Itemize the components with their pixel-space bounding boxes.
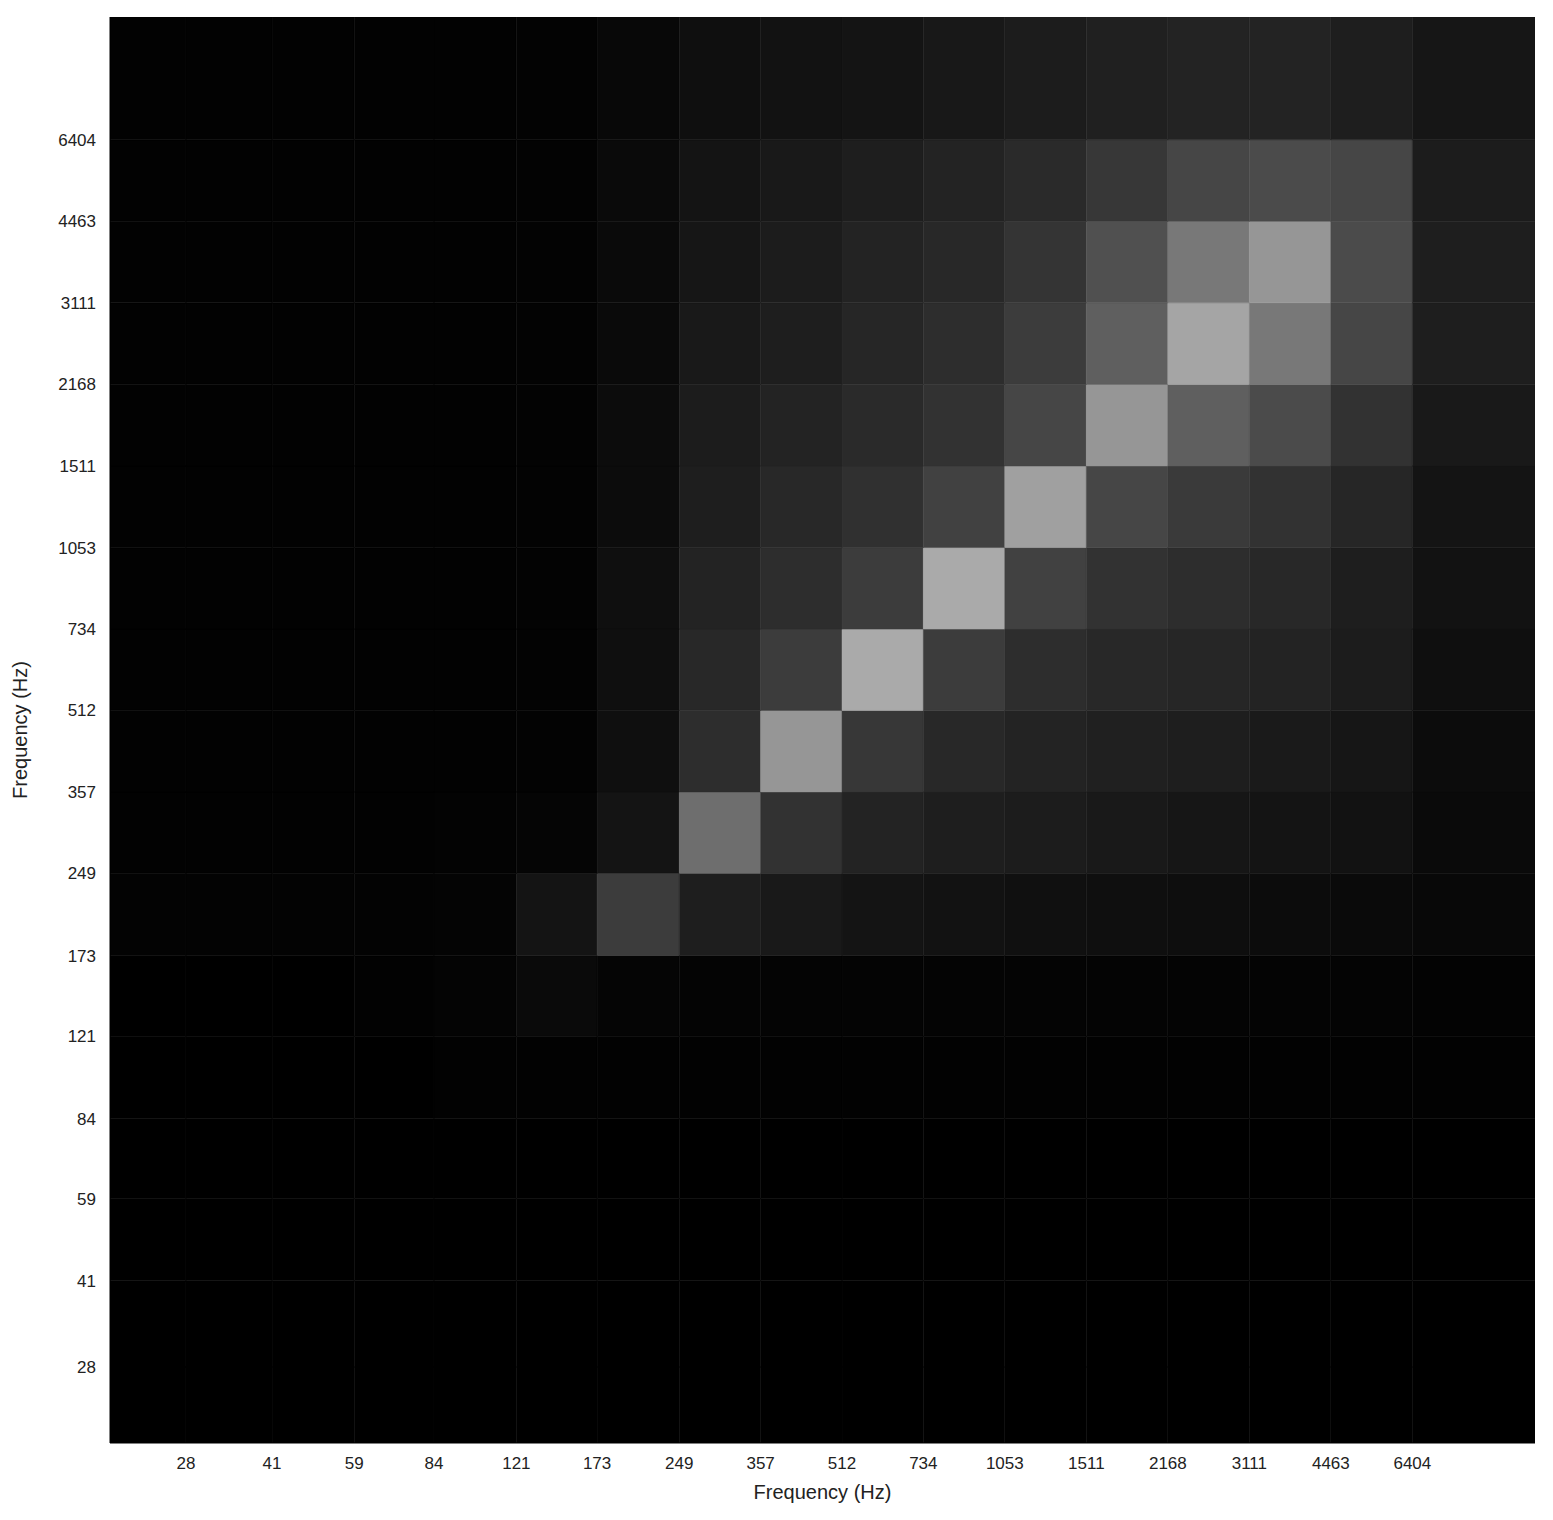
svg-text:41: 41 xyxy=(263,1454,282,1473)
svg-text:Frequency (Hz): Frequency (Hz) xyxy=(9,661,31,799)
svg-text:84: 84 xyxy=(77,1110,96,1129)
svg-text:2168: 2168 xyxy=(58,375,96,394)
svg-text:512: 512 xyxy=(68,701,96,720)
svg-text:3111: 3111 xyxy=(1232,1454,1267,1473)
svg-text:6404: 6404 xyxy=(58,131,96,150)
svg-text:357: 357 xyxy=(68,783,96,802)
svg-text:1053: 1053 xyxy=(986,1454,1024,1473)
svg-text:4463: 4463 xyxy=(58,212,96,231)
svg-text:734: 734 xyxy=(68,620,96,639)
svg-text:59: 59 xyxy=(345,1454,364,1473)
svg-text:2168: 2168 xyxy=(1149,1454,1187,1473)
svg-text:28: 28 xyxy=(77,1358,96,1377)
svg-text:1053: 1053 xyxy=(58,539,96,558)
svg-text:121: 121 xyxy=(68,1027,96,1046)
svg-text:59: 59 xyxy=(77,1190,96,1209)
svg-text:84: 84 xyxy=(425,1454,444,1473)
svg-text:41: 41 xyxy=(77,1272,96,1291)
svg-text:734: 734 xyxy=(909,1454,937,1473)
svg-text:4463: 4463 xyxy=(1312,1454,1350,1473)
svg-text:3111: 3111 xyxy=(61,294,96,313)
svg-text:249: 249 xyxy=(68,864,96,883)
svg-text:1511: 1511 xyxy=(1068,1454,1105,1473)
svg-text:357: 357 xyxy=(746,1454,774,1473)
svg-text:1511: 1511 xyxy=(59,457,96,476)
svg-text:173: 173 xyxy=(583,1454,611,1473)
svg-text:28: 28 xyxy=(176,1454,195,1473)
svg-text:Frequency (Hz): Frequency (Hz) xyxy=(754,1481,892,1503)
svg-text:512: 512 xyxy=(828,1454,856,1473)
svg-text:6404: 6404 xyxy=(1393,1454,1431,1473)
svg-text:121: 121 xyxy=(502,1454,530,1473)
svg-text:249: 249 xyxy=(665,1454,693,1473)
svg-text:173: 173 xyxy=(68,947,96,966)
